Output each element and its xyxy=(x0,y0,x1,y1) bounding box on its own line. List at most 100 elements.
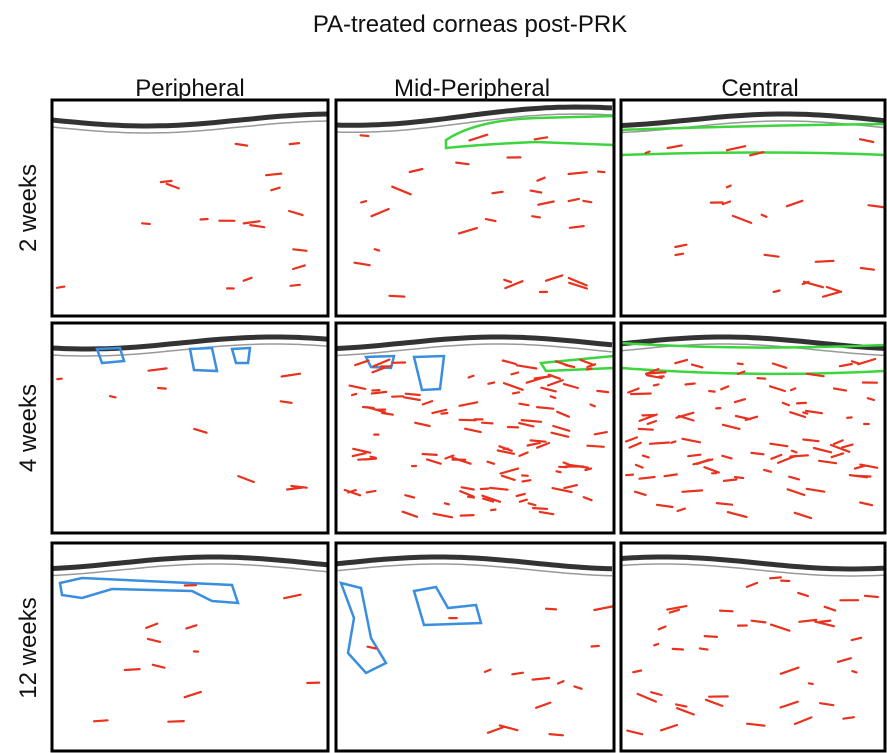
fiber-trace xyxy=(468,133,489,142)
fiber-trace xyxy=(292,248,308,252)
fiber-trace xyxy=(653,642,660,647)
panel-frame xyxy=(334,321,616,535)
fiber-trace xyxy=(589,403,596,408)
fiber-trace xyxy=(818,459,838,465)
fiber-trace xyxy=(401,510,419,518)
fiber-trace xyxy=(671,647,685,651)
fiber-trace xyxy=(371,366,386,374)
fiber-trace xyxy=(404,392,421,397)
fiber-trace xyxy=(551,487,573,494)
fiber-trace xyxy=(749,150,765,157)
fiber-trace xyxy=(549,395,557,400)
fiber-trace xyxy=(704,698,724,707)
fiber-trace xyxy=(147,367,168,372)
fiber-trace xyxy=(720,385,730,391)
panel-content xyxy=(621,554,885,736)
fiber-trace xyxy=(734,414,752,421)
fiber-trace xyxy=(193,427,208,434)
green-region xyxy=(621,122,885,157)
fiber-trace xyxy=(288,141,301,146)
fiber-trace xyxy=(360,199,368,204)
panel-frame xyxy=(334,541,616,753)
fiber-trace xyxy=(666,604,688,611)
panel-frame xyxy=(50,98,330,318)
epithelium-trace xyxy=(336,104,613,128)
fiber-trace xyxy=(165,182,180,190)
fiber-trace xyxy=(234,142,249,147)
fiber-trace xyxy=(414,421,431,428)
fiber-trace xyxy=(388,294,406,298)
fiber-trace xyxy=(552,424,571,432)
fiber-trace xyxy=(721,454,733,460)
fiber-trace xyxy=(825,285,842,293)
fiber-trace xyxy=(703,466,720,474)
fiber-trace xyxy=(634,463,644,469)
fiber-trace xyxy=(525,375,547,384)
panel-content xyxy=(52,554,328,723)
green-region xyxy=(621,341,885,376)
fiber-trace xyxy=(745,722,766,727)
fiber-trace xyxy=(779,700,799,709)
fiber-trace xyxy=(769,442,789,448)
row-label: 12 weeks xyxy=(15,597,42,698)
panel-content xyxy=(52,111,328,290)
fiber-trace xyxy=(518,402,530,407)
fiber-trace xyxy=(562,382,579,390)
green-region xyxy=(444,114,614,150)
fiber-trace xyxy=(841,443,854,449)
fiber-trace xyxy=(457,227,478,235)
fiber-trace xyxy=(421,452,438,456)
fiber-trace xyxy=(646,374,663,380)
fiber-trace xyxy=(769,623,791,632)
fiber-trace xyxy=(797,591,809,598)
fiber-trace xyxy=(491,190,504,195)
fiber-trace xyxy=(500,474,516,481)
fiber-trace xyxy=(718,609,734,613)
basement-trace xyxy=(52,120,328,134)
fiber-trace xyxy=(140,222,151,226)
fiber-trace xyxy=(555,470,562,474)
blue-region xyxy=(188,346,219,373)
fiber-trace xyxy=(846,416,853,420)
fiber-trace xyxy=(123,667,141,672)
fiber-trace xyxy=(829,443,851,453)
fiber-trace xyxy=(533,136,549,141)
panel-frame xyxy=(619,541,887,753)
panel-content xyxy=(336,104,614,298)
fiber-trace xyxy=(644,150,651,155)
fiber-trace xyxy=(351,452,367,458)
fiber-trace xyxy=(242,276,253,282)
fiber-trace xyxy=(681,489,704,493)
fiber-trace xyxy=(763,468,773,473)
fiber-trace xyxy=(556,410,570,418)
fiber-trace xyxy=(633,490,647,496)
fiber-trace xyxy=(381,411,394,416)
fiber-trace xyxy=(770,453,783,460)
fiber-trace xyxy=(866,397,876,402)
fiber-trace xyxy=(237,475,255,484)
fiber-trace xyxy=(756,376,767,380)
fiber-trace xyxy=(807,682,814,686)
fiber-trace xyxy=(529,189,543,194)
fiber-trace xyxy=(626,729,644,736)
panel xyxy=(619,541,887,753)
fiber-trace xyxy=(569,464,589,469)
fiber-trace xyxy=(249,223,266,229)
fiber-trace xyxy=(666,144,683,150)
fiber-trace xyxy=(785,199,804,208)
fiber-trace xyxy=(567,276,588,287)
fiber-trace xyxy=(521,479,532,483)
fiber-trace xyxy=(540,386,557,393)
fiber-trace xyxy=(354,359,370,367)
figure-title: PA-treated corneas post-PRK xyxy=(313,11,627,38)
fiber-trace xyxy=(596,170,606,174)
fiber-trace xyxy=(733,476,745,480)
fiber-trace xyxy=(857,357,877,366)
fiber-trace xyxy=(853,464,866,470)
fiber-trace xyxy=(567,171,588,176)
fiber-trace xyxy=(459,490,475,498)
fiber-trace xyxy=(520,418,543,423)
panel-frame xyxy=(50,321,330,535)
fiber-trace xyxy=(108,394,117,399)
fiber-trace xyxy=(265,172,283,177)
